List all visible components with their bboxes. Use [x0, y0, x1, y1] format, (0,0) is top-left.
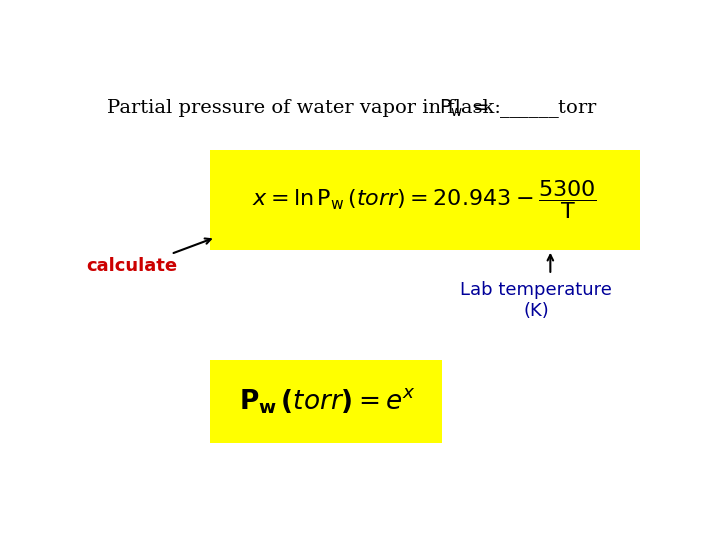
Text: $\mathbf{P_w}\,\mathbf{(\mathit{torr})} = e^x$: $\mathbf{P_w}\,\mathbf{(\mathit{torr})} …	[239, 387, 415, 416]
Text: Lab temperature
(K): Lab temperature (K)	[461, 281, 612, 320]
Text: Partial pressure of water vapor in flask:: Partial pressure of water vapor in flask…	[107, 99, 500, 118]
FancyBboxPatch shape	[210, 360, 441, 443]
FancyBboxPatch shape	[210, 150, 639, 250]
Text: $x = \mathrm{ln}\,\mathrm{P_w}\,(\mathit{torr}) = 20.943 - \dfrac{5300}{\mathrm{: $x = \mathrm{ln}\,\mathrm{P_w}\,(\mathit…	[253, 178, 597, 221]
Text: $\mathrm{P_w}$$\ =\ $______torr: $\mathrm{P_w}$$\ =\ $______torr	[438, 97, 598, 120]
Text: calculate: calculate	[86, 258, 177, 275]
